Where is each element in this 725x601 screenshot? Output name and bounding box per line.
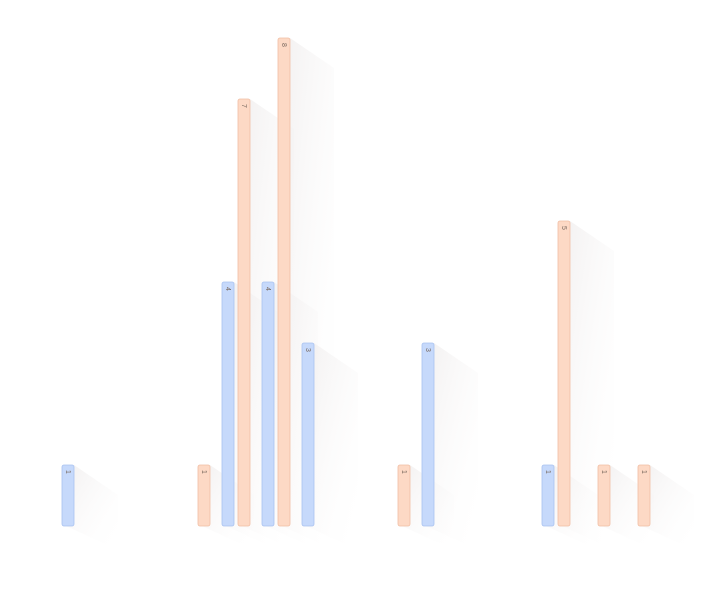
bar-shadow bbox=[642, 465, 694, 550]
value-label: 1 bbox=[600, 470, 607, 474]
bar bbox=[277, 37, 291, 527]
bar bbox=[197, 464, 211, 527]
bar-shadow bbox=[282, 38, 334, 550]
bar bbox=[61, 464, 75, 527]
value-label: 1 bbox=[544, 470, 551, 474]
bar-layer: 1 4 4 3 3 1 1 7 8 1 5 1 1 bbox=[61, 37, 651, 527]
value-label: 3 bbox=[304, 348, 311, 352]
value-label: 4 bbox=[264, 287, 271, 291]
bar bbox=[261, 281, 275, 527]
bar bbox=[237, 98, 251, 527]
value-label: 1 bbox=[640, 470, 647, 474]
value-label: 1 bbox=[64, 470, 71, 474]
bar bbox=[541, 464, 555, 527]
bar bbox=[301, 342, 315, 527]
bar bbox=[637, 464, 651, 527]
value-label: 1 bbox=[200, 470, 207, 474]
value-label: 8 bbox=[280, 43, 287, 47]
bar bbox=[421, 342, 435, 527]
bar bbox=[557, 220, 571, 527]
value-label: 5 bbox=[560, 226, 567, 230]
value-label: 1 bbox=[400, 470, 407, 474]
bar bbox=[597, 464, 611, 527]
value-label: 7 bbox=[240, 104, 247, 108]
bar bbox=[221, 281, 235, 527]
bar bbox=[397, 464, 411, 527]
bar-shadow bbox=[66, 465, 118, 550]
value-label: 3 bbox=[424, 348, 431, 352]
value-label: 4 bbox=[224, 287, 231, 291]
